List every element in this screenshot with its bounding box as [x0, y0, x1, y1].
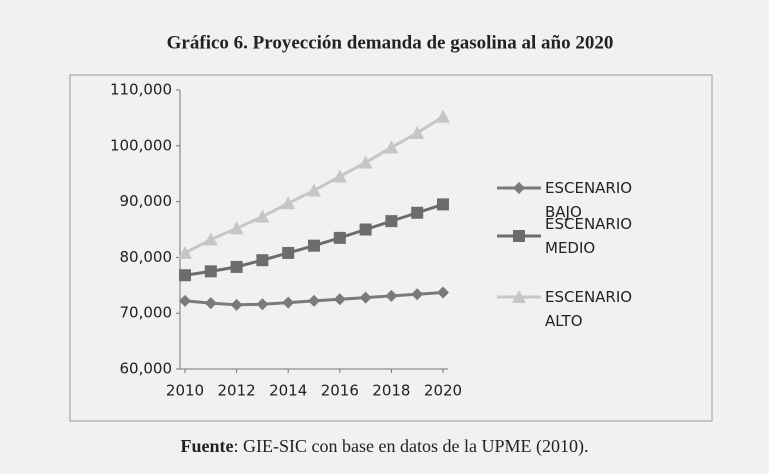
- marker: [179, 269, 191, 282]
- marker: [359, 223, 372, 236]
- y-tick-label: 90,000: [120, 192, 173, 210]
- marker: [255, 209, 270, 223]
- marker: [282, 296, 295, 309]
- marker: [179, 294, 191, 307]
- marker: [308, 294, 320, 307]
- marker: [230, 260, 243, 273]
- marker: [204, 265, 217, 278]
- chart-frame: [69, 74, 713, 422]
- marker: [256, 254, 269, 267]
- marker: [411, 288, 424, 301]
- x-tick-label: 2014: [269, 382, 307, 400]
- legend-label: ESCENARIO BAJO: [545, 179, 633, 221]
- y-tick-label: 110,000: [110, 81, 172, 99]
- marker: [333, 293, 346, 306]
- source: Fuente: GIE-SIC con base en datos de la …: [0, 436, 769, 457]
- marker: [204, 297, 217, 310]
- y-tick-label: 80,000: [120, 248, 173, 266]
- marker: [411, 206, 424, 219]
- legend-marker: [513, 230, 525, 242]
- y-tick-label: 60,000: [120, 360, 173, 378]
- legend-label: ESCENARIO MEDIO: [545, 215, 633, 257]
- marker: [384, 140, 399, 154]
- marker: [178, 245, 192, 259]
- x-tick-label: 2020: [424, 382, 462, 400]
- marker: [308, 239, 320, 252]
- marker: [203, 232, 218, 246]
- marker: [230, 298, 243, 311]
- marker: [229, 221, 244, 235]
- marker: [358, 155, 373, 169]
- marker: [281, 196, 296, 210]
- legend-marker: [513, 182, 525, 194]
- marker: [282, 246, 295, 259]
- legend-marker: [512, 290, 526, 303]
- y-tick-label: 70,000: [120, 304, 173, 322]
- x-tick-label: 2010: [166, 382, 204, 400]
- marker: [359, 291, 372, 304]
- chart-title: Gráfico 6. Proyección demanda de gasolin…: [167, 32, 614, 53]
- marker: [437, 198, 449, 211]
- marker: [333, 231, 346, 244]
- marker: [332, 169, 347, 183]
- source-text: : GIE-SIC con base en datos de la UPME (…: [233, 436, 589, 456]
- marker: [256, 298, 269, 311]
- marker: [410, 125, 425, 139]
- legend-label: ESCENARIO ALTO: [545, 288, 633, 330]
- marker: [436, 109, 450, 123]
- marker: [307, 183, 321, 197]
- y-tick-label: 100,000: [110, 136, 172, 154]
- source-label: Fuente: [180, 436, 234, 456]
- x-tick-label: 2016: [321, 382, 359, 400]
- x-tick-label: 2012: [218, 382, 256, 400]
- marker: [385, 215, 398, 228]
- marker: [385, 289, 398, 302]
- marker: [437, 286, 449, 299]
- x-tick-label: 2018: [372, 382, 410, 400]
